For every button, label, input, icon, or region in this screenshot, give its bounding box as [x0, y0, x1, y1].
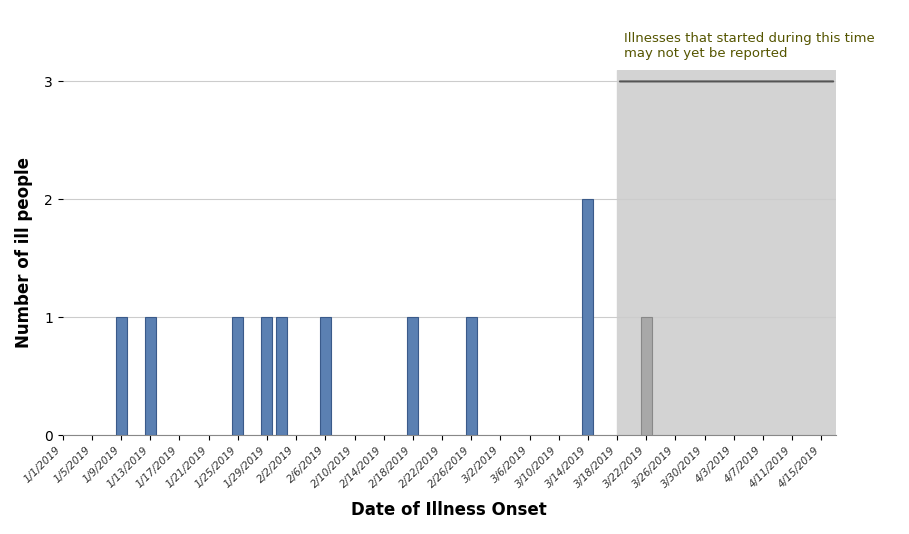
Bar [407, 317, 418, 435]
X-axis label: Date of Illness Onset: Date of Illness Onset [352, 501, 547, 519]
Bar [465, 317, 476, 435]
Text: Illnesses that started during this time
may not yet be reported: Illnesses that started during this time … [624, 32, 875, 60]
Bar [276, 317, 287, 435]
Bar [320, 317, 331, 435]
Y-axis label: Number of ill people: Number of ill people [15, 157, 33, 348]
Bar [262, 317, 273, 435]
Bar [641, 317, 652, 435]
Bar [233, 317, 244, 435]
Bar [145, 317, 155, 435]
Bar [617, 69, 836, 435]
Bar [583, 199, 594, 435]
Bar [115, 317, 126, 435]
